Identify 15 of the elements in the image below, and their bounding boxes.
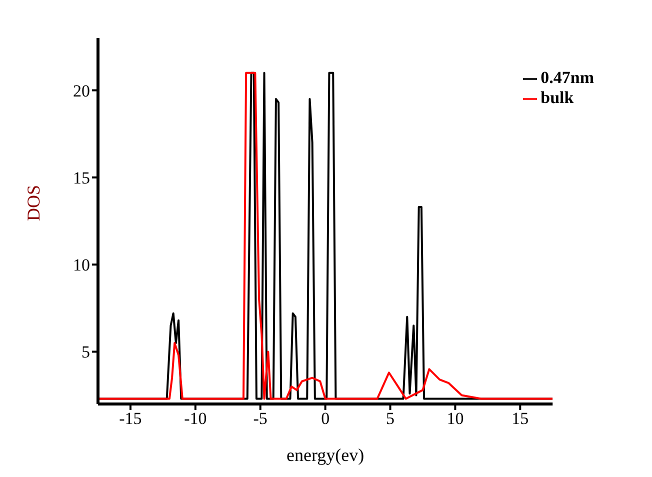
x-tick-label: -5	[253, 409, 268, 428]
y-tick-label: 5	[82, 342, 90, 362]
x-tick-label: 0	[321, 409, 330, 428]
legend-label: 0.47nm	[540, 68, 594, 87]
x-axis-title: energy(ev)	[286, 445, 364, 465]
x-tick-label: 5	[386, 409, 395, 428]
y-tick-label: 15	[73, 168, 90, 188]
x-tick-label: -15	[119, 409, 142, 428]
y-tick-label: 10	[73, 256, 90, 275]
x-tick-label: 10	[446, 409, 464, 428]
legend-label: bulk	[540, 88, 574, 107]
y-tick-label: 20	[73, 81, 90, 100]
x-tick-label: 15	[512, 409, 529, 428]
y-axis-title: DOS	[23, 184, 44, 221]
x-tick-label: -10	[184, 409, 207, 428]
